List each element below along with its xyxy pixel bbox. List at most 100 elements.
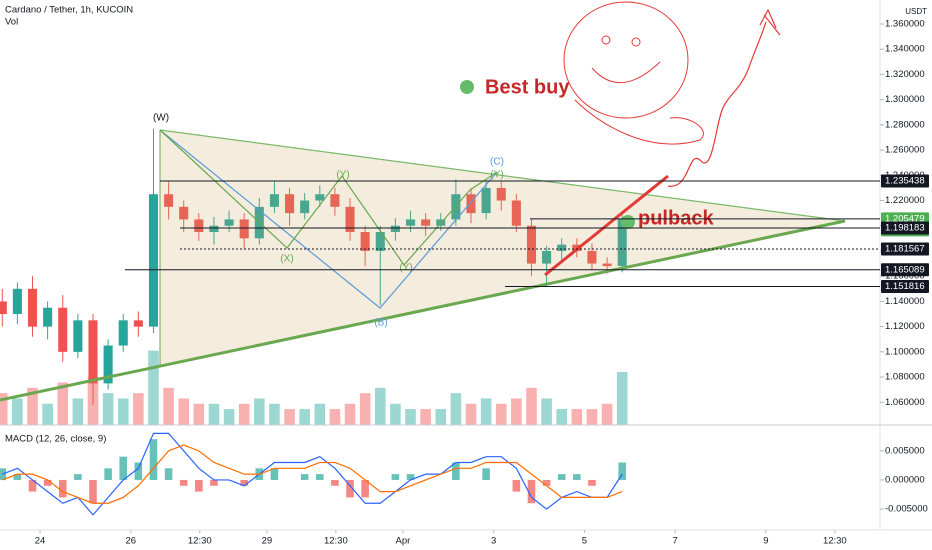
volume-bar — [178, 398, 190, 425]
candle-body — [511, 200, 521, 226]
volume-bar — [616, 371, 628, 425]
macd-histogram-bar — [89, 479, 97, 504]
scribble — [574, 99, 704, 145]
volume-bar — [541, 398, 552, 425]
candle-body — [285, 194, 295, 214]
macd-histogram-bar — [391, 474, 400, 480]
y-tick-label: 1.080000 — [885, 372, 925, 383]
volume-bar — [601, 403, 613, 425]
macd-histogram-bar — [119, 456, 128, 480]
macd-histogram-bar — [406, 474, 415, 480]
volume-bar — [374, 387, 386, 425]
y-tick-label: 1.140000 — [885, 296, 925, 307]
volume-bar — [435, 409, 447, 425]
volume-bar — [284, 409, 295, 425]
macd-histogram-bar — [240, 479, 248, 486]
macd-histogram-bar — [346, 479, 354, 498]
volume-bar — [405, 409, 416, 425]
candle-body — [300, 200, 310, 214]
macd-histogram-bar — [270, 468, 279, 480]
wave-label: (Y) — [490, 170, 503, 181]
candle-body — [360, 232, 370, 251]
volume-bar — [12, 398, 23, 425]
candle-body — [239, 219, 249, 239]
volume-bar — [72, 398, 84, 425]
macd-histogram-bar — [557, 474, 566, 480]
candle-body — [557, 244, 567, 251]
volume-bar — [465, 403, 477, 425]
candle-body — [526, 225, 537, 264]
macd-histogram-bar — [331, 479, 339, 486]
x-tick-label: 12:30 — [324, 536, 348, 547]
wave-label: (C) — [490, 157, 504, 168]
macd-line — [2, 432, 623, 516]
price-tag-label: 1.181567 — [885, 244, 925, 255]
macd-histogram-bar — [74, 474, 82, 480]
macd-histogram-bar — [316, 474, 324, 480]
resistance-line — [544, 174, 669, 277]
y-tick-label: 1.280000 — [885, 119, 925, 130]
wave-label: (W) — [153, 113, 169, 124]
candle-body — [73, 320, 83, 352]
volume-bar — [344, 403, 356, 425]
volume-bar — [238, 403, 250, 425]
volume-bar — [102, 393, 114, 425]
volume-bar — [57, 382, 69, 425]
volume-bar — [420, 409, 431, 425]
candle-body — [587, 250, 597, 264]
candle-body — [103, 345, 113, 384]
price-tag-label: 1.235438 — [885, 176, 925, 187]
price-tag-label: 1.151816 — [885, 281, 925, 292]
candle-body — [390, 225, 400, 233]
y-tick-label: 1.300000 — [885, 94, 925, 105]
volume-bar — [208, 403, 220, 425]
macd-histogram-bar — [361, 479, 369, 498]
price-tag — [881, 280, 929, 294]
macd-histogram-bar — [104, 468, 112, 480]
macd-histogram-bar — [134, 462, 143, 480]
y-tick-label: 0.000000 — [885, 474, 925, 485]
macd-histogram-bar — [179, 479, 188, 486]
volume-bar — [511, 398, 522, 425]
volume-bar — [359, 393, 371, 425]
y-tick-label: 1.100000 — [885, 346, 925, 357]
macd-histogram-bar — [210, 479, 218, 486]
candle-body — [0, 301, 7, 315]
candle-body — [345, 206, 355, 233]
candle-body — [466, 194, 476, 214]
wave-label: (Y) — [399, 263, 412, 274]
y-tick-label: 0.005000 — [885, 445, 925, 456]
y-tick-label: 1.260000 — [885, 145, 925, 156]
candle-body — [330, 194, 340, 207]
candle-body — [481, 187, 491, 214]
x-tick-label: 12:30 — [188, 536, 212, 547]
signal-line — [2, 444, 623, 504]
candle-body — [118, 320, 128, 346]
macd-histogram-bar — [28, 479, 37, 492]
x-tick-label: 26 — [126, 536, 137, 547]
candle-body — [88, 320, 98, 384]
price-tag-label: 1.165089 — [885, 264, 925, 275]
wave-line — [159, 129, 498, 309]
symbol-title: Cardano / Tether, 1h, KUCOIN — [5, 5, 133, 16]
smiley-mouth — [591, 61, 661, 83]
y-tick-label: 1.060000 — [885, 397, 925, 408]
volume-bar — [314, 403, 326, 425]
candle-body — [496, 187, 506, 201]
x-tick-label: 24 — [35, 536, 46, 547]
y-tick-label: -0.005000 — [885, 504, 928, 515]
candle-body — [194, 219, 204, 233]
volume-bar — [329, 409, 341, 425]
price-tag-label: 1.205479 — [885, 213, 925, 224]
macd-histogram-bar — [618, 462, 626, 480]
macd-histogram-bar — [512, 479, 521, 492]
macd-histogram-bar — [573, 474, 581, 480]
x-tick-label: 29 — [262, 536, 273, 547]
trend-line-top — [159, 129, 846, 222]
x-tick-label: 12:30 — [823, 536, 847, 547]
macd-histogram-bar — [588, 479, 596, 486]
macd-histogram-bar — [164, 468, 173, 480]
candle-body — [617, 219, 627, 267]
macd-histogram-bar — [58, 479, 67, 498]
macd-histogram-bar — [13, 474, 22, 480]
